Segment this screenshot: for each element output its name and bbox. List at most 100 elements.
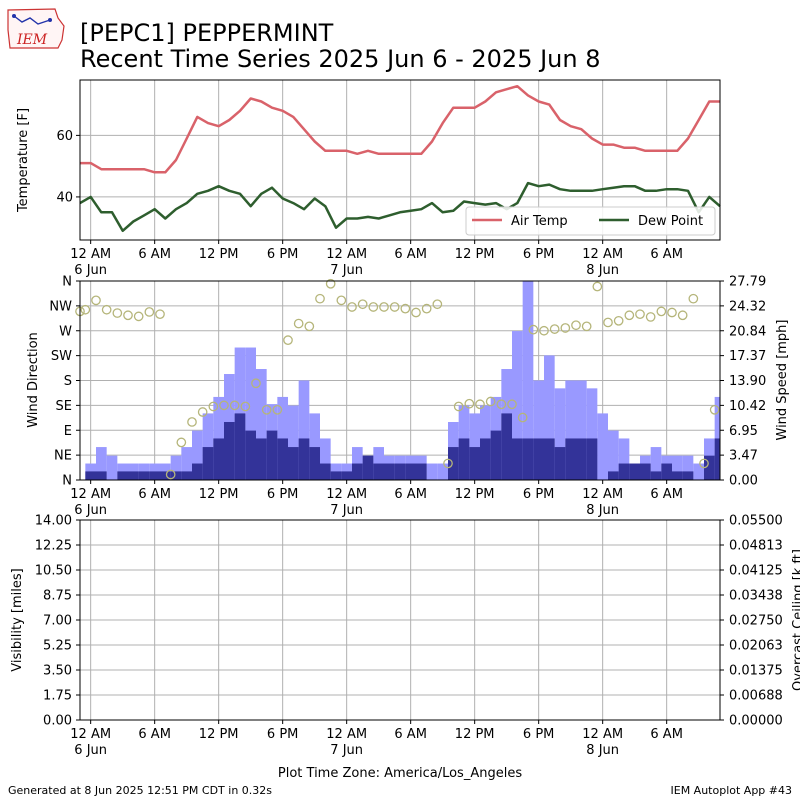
gust-bar <box>437 463 448 480</box>
vis-date-label: 6 Jun <box>74 743 107 758</box>
temp-xtick-label: 6 AM <box>138 247 171 262</box>
vis-ytick-label: 0.00 <box>43 714 72 729</box>
direction-marker <box>635 309 645 320</box>
direction-marker <box>315 293 325 304</box>
speed-bar <box>405 463 416 480</box>
direction-marker <box>517 412 528 423</box>
direction-ytick-label: S <box>64 374 72 389</box>
speed-bar <box>469 447 480 480</box>
direction-marker <box>571 320 581 331</box>
gust-bar <box>469 413 480 480</box>
wind-xtick-label: 6 AM <box>394 487 427 502</box>
visibility-ceiling-panel: 12 AM 6 AM 12 PM 6 PM 12 AM 6 AM 12 PM 6 PM 12 A… <box>10 514 800 759</box>
direction-marker <box>304 321 315 332</box>
direction-marker <box>251 378 261 389</box>
gust-bar <box>192 430 203 480</box>
wind-date-label: 7 Jun <box>330 503 363 518</box>
logo-line-icon <box>13 15 51 25</box>
speed-bar <box>245 430 256 480</box>
app-label: IEM Autoplot App #43 <box>671 784 793 797</box>
speed-bar <box>480 438 491 480</box>
speed-bar <box>117 471 128 480</box>
speed-bar <box>128 471 139 480</box>
direction-marker <box>581 321 592 332</box>
direction-marker <box>240 401 251 412</box>
speed-bar <box>266 430 278 480</box>
vis-xtick-label: 12 PM <box>455 727 495 742</box>
wind-xtick-label: 12 AM <box>326 487 367 502</box>
vis-xtick-label: 12 PM <box>199 727 239 742</box>
temp-xtick-label: 12 AM <box>70 247 111 262</box>
ceiling-ytick-label: 0.01375 <box>729 664 783 679</box>
direction-marker <box>453 401 464 412</box>
wind-xtick-label: 12 PM <box>199 487 239 502</box>
gust-bar <box>672 455 683 480</box>
speed-bar <box>138 471 150 480</box>
direction-ytick-label: N <box>62 275 72 290</box>
speed-bar <box>256 438 267 480</box>
speed-bar <box>672 471 683 480</box>
gust-bar <box>426 463 438 480</box>
direction-marker <box>368 302 379 312</box>
temp-xtick-label: 12 AM <box>326 247 367 262</box>
direction-marker <box>645 312 656 322</box>
direction-marker <box>325 278 336 289</box>
wind-xtick-label: 6 AM <box>650 487 683 502</box>
vis-ytick-label: 8.75 <box>43 589 72 604</box>
direction-marker <box>688 293 699 304</box>
speed-ytick-label: 10.42 <box>729 399 766 414</box>
direction-marker <box>603 317 613 328</box>
temp-date-label: 6 Jun <box>74 263 107 278</box>
speed-bar <box>330 471 342 480</box>
direction-marker <box>176 437 187 448</box>
wind-date-label: 6 Jun <box>74 503 107 518</box>
visibility-ylabel: Visibility [miles] <box>10 568 25 671</box>
direction-marker <box>165 469 176 480</box>
gust-bar <box>181 447 192 480</box>
x-axis-label: Plot Time Zone: America/Los_Angeles <box>278 766 522 781</box>
vis-xtick-label: 12 AM <box>326 727 367 742</box>
vis-xtick-label: 6 PM <box>523 727 554 742</box>
air-temp-line <box>80 84 720 174</box>
legend-box <box>465 206 716 236</box>
temp-xtick-label: 6 AM <box>650 247 683 262</box>
legend-label-dew-point: Dew Point <box>638 214 703 229</box>
dew-point-line <box>79 181 721 233</box>
speed-bar <box>714 438 720 480</box>
direction-marker <box>400 303 411 314</box>
ceiling-ytick-label: 0.00688 <box>729 689 783 704</box>
gust-bar <box>320 438 331 480</box>
speed-bar <box>533 438 544 480</box>
speed-bar <box>629 463 640 480</box>
direction-ytick-label: N <box>62 474 72 489</box>
speed-bar <box>682 471 694 480</box>
speed-bar <box>704 455 715 480</box>
gust-bar <box>586 388 598 480</box>
wind-speed-ylabel: Wind Speed [mph] <box>775 320 790 441</box>
speed-bar <box>618 463 630 480</box>
gust-bar <box>618 438 630 480</box>
gust-bar <box>352 447 363 480</box>
direction-marker <box>229 400 240 411</box>
vis-date-label: 8 Jun <box>586 743 619 758</box>
wind-date-label: 8 Jun <box>586 503 619 518</box>
temp-xtick-label: 12 PM <box>455 247 495 262</box>
wind-direction-ylabel: Wind Direction <box>26 332 41 428</box>
speed-bar <box>384 463 395 480</box>
vis-xtick-label: 12 AM <box>70 727 111 742</box>
direction-marker <box>443 458 453 469</box>
vis-frame <box>79 519 721 721</box>
gust-bar <box>202 413 214 480</box>
gust-bar <box>298 380 310 480</box>
direction-marker <box>123 310 133 321</box>
vis-ytick-label: 10.50 <box>35 564 72 579</box>
speed-bar <box>320 463 331 480</box>
temp-date-label: 8 Jun <box>586 263 619 278</box>
vis-ytick-label: 3.50 <box>43 664 72 679</box>
speed-bar <box>234 413 246 480</box>
direction-marker <box>379 302 389 312</box>
wind-xtick-label: 6 AM <box>138 487 171 502</box>
speed-bar <box>181 471 192 480</box>
temp-ytick-label: 60 <box>56 129 73 144</box>
